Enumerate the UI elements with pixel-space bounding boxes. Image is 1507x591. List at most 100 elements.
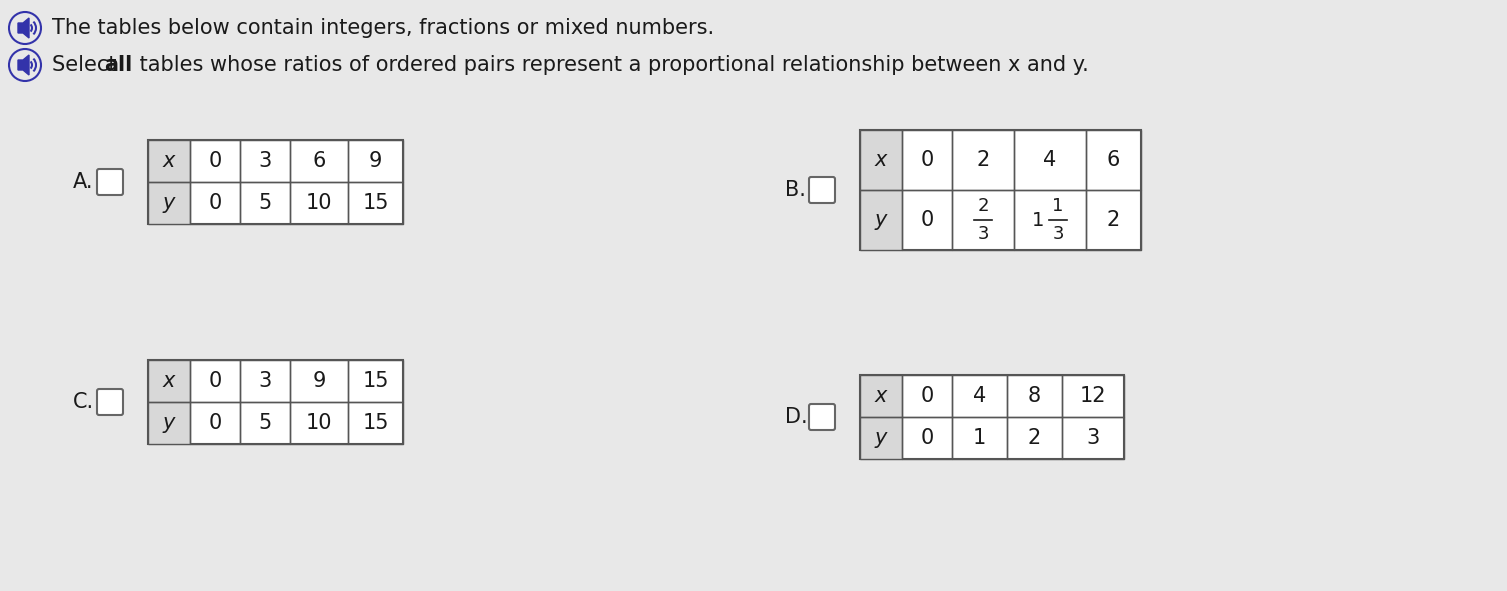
Text: 0: 0 bbox=[208, 193, 222, 213]
Bar bbox=[148, 182, 190, 224]
Text: 2: 2 bbox=[1106, 210, 1120, 230]
Bar bbox=[1007, 375, 1062, 417]
Text: 0: 0 bbox=[208, 413, 222, 433]
Text: 0: 0 bbox=[921, 150, 934, 170]
Bar bbox=[289, 402, 348, 444]
Text: B.: B. bbox=[785, 180, 806, 200]
Text: 0: 0 bbox=[921, 386, 934, 406]
Bar bbox=[903, 375, 952, 417]
Bar bbox=[860, 190, 903, 250]
FancyBboxPatch shape bbox=[96, 169, 124, 195]
Bar bbox=[240, 402, 289, 444]
Text: 1: 1 bbox=[1052, 197, 1064, 215]
Bar bbox=[190, 360, 240, 402]
Bar bbox=[860, 190, 903, 250]
Bar bbox=[289, 182, 348, 224]
Text: 9: 9 bbox=[369, 151, 383, 171]
Text: 2: 2 bbox=[977, 197, 989, 215]
Bar bbox=[860, 130, 1141, 250]
Bar bbox=[348, 182, 402, 224]
Bar bbox=[148, 140, 402, 224]
Text: 3: 3 bbox=[977, 225, 989, 243]
Text: x: x bbox=[163, 371, 175, 391]
Text: 15: 15 bbox=[362, 371, 389, 391]
Bar bbox=[348, 140, 402, 182]
Text: 3: 3 bbox=[258, 371, 271, 391]
Text: y: y bbox=[163, 193, 175, 213]
Text: C.: C. bbox=[72, 392, 93, 412]
Bar bbox=[148, 402, 190, 444]
Bar bbox=[860, 375, 903, 417]
Text: 0: 0 bbox=[921, 428, 934, 448]
Bar bbox=[148, 140, 190, 182]
Text: x: x bbox=[874, 386, 888, 406]
Text: 5: 5 bbox=[258, 193, 271, 213]
Text: y: y bbox=[163, 413, 175, 433]
Text: The tables below contain integers, fractions or mixed numbers.: The tables below contain integers, fract… bbox=[53, 18, 714, 38]
Bar bbox=[289, 140, 348, 182]
Bar bbox=[148, 140, 190, 182]
Polygon shape bbox=[18, 18, 29, 38]
Bar bbox=[190, 140, 240, 182]
Text: 3: 3 bbox=[1052, 225, 1064, 243]
Text: 0: 0 bbox=[208, 371, 222, 391]
Bar bbox=[148, 360, 190, 402]
Bar bbox=[860, 130, 903, 190]
Text: x: x bbox=[163, 151, 175, 171]
Text: 6: 6 bbox=[312, 151, 326, 171]
Text: all: all bbox=[104, 55, 133, 75]
FancyBboxPatch shape bbox=[96, 389, 124, 415]
Bar bbox=[860, 417, 903, 459]
Text: 9: 9 bbox=[312, 371, 326, 391]
Bar bbox=[860, 375, 903, 417]
Bar bbox=[1087, 190, 1141, 250]
Text: y: y bbox=[874, 428, 888, 448]
Bar bbox=[148, 182, 190, 224]
Text: 15: 15 bbox=[362, 193, 389, 213]
Bar bbox=[860, 375, 1124, 459]
Bar bbox=[190, 182, 240, 224]
Text: 3: 3 bbox=[1087, 428, 1100, 448]
Bar bbox=[903, 190, 952, 250]
Bar bbox=[903, 130, 952, 190]
Text: 2: 2 bbox=[1028, 428, 1041, 448]
Bar bbox=[860, 417, 903, 459]
Bar bbox=[240, 360, 289, 402]
Text: 6: 6 bbox=[1106, 150, 1120, 170]
Text: A.: A. bbox=[72, 172, 93, 192]
Text: 2: 2 bbox=[977, 150, 990, 170]
Bar bbox=[240, 140, 289, 182]
Bar bbox=[860, 130, 903, 190]
Text: 15: 15 bbox=[362, 413, 389, 433]
Text: 3: 3 bbox=[258, 151, 271, 171]
Bar bbox=[952, 375, 1007, 417]
Text: 1: 1 bbox=[1032, 210, 1044, 229]
Bar bbox=[1062, 375, 1124, 417]
Bar bbox=[148, 360, 190, 402]
Text: tables whose ratios of ordered pairs represent a proportional relationship betwe: tables whose ratios of ordered pairs rep… bbox=[133, 55, 1088, 75]
Bar bbox=[952, 417, 1007, 459]
FancyBboxPatch shape bbox=[809, 404, 835, 430]
Bar bbox=[348, 360, 402, 402]
Bar bbox=[289, 360, 348, 402]
Bar bbox=[148, 402, 190, 444]
Text: D.: D. bbox=[785, 407, 808, 427]
Text: 5: 5 bbox=[258, 413, 271, 433]
Bar bbox=[952, 130, 1014, 190]
Bar bbox=[148, 360, 402, 444]
Text: 1: 1 bbox=[974, 428, 986, 448]
Text: 10: 10 bbox=[306, 413, 332, 433]
Text: 10: 10 bbox=[306, 193, 332, 213]
Bar bbox=[190, 402, 240, 444]
Text: 0: 0 bbox=[208, 151, 222, 171]
Bar bbox=[903, 417, 952, 459]
FancyBboxPatch shape bbox=[809, 177, 835, 203]
Text: 8: 8 bbox=[1028, 386, 1041, 406]
Bar bbox=[1062, 417, 1124, 459]
Bar bbox=[1014, 190, 1087, 250]
Text: 4: 4 bbox=[974, 386, 986, 406]
Text: Select: Select bbox=[53, 55, 124, 75]
Polygon shape bbox=[18, 55, 29, 75]
Text: 0: 0 bbox=[921, 210, 934, 230]
Text: y: y bbox=[874, 210, 888, 230]
